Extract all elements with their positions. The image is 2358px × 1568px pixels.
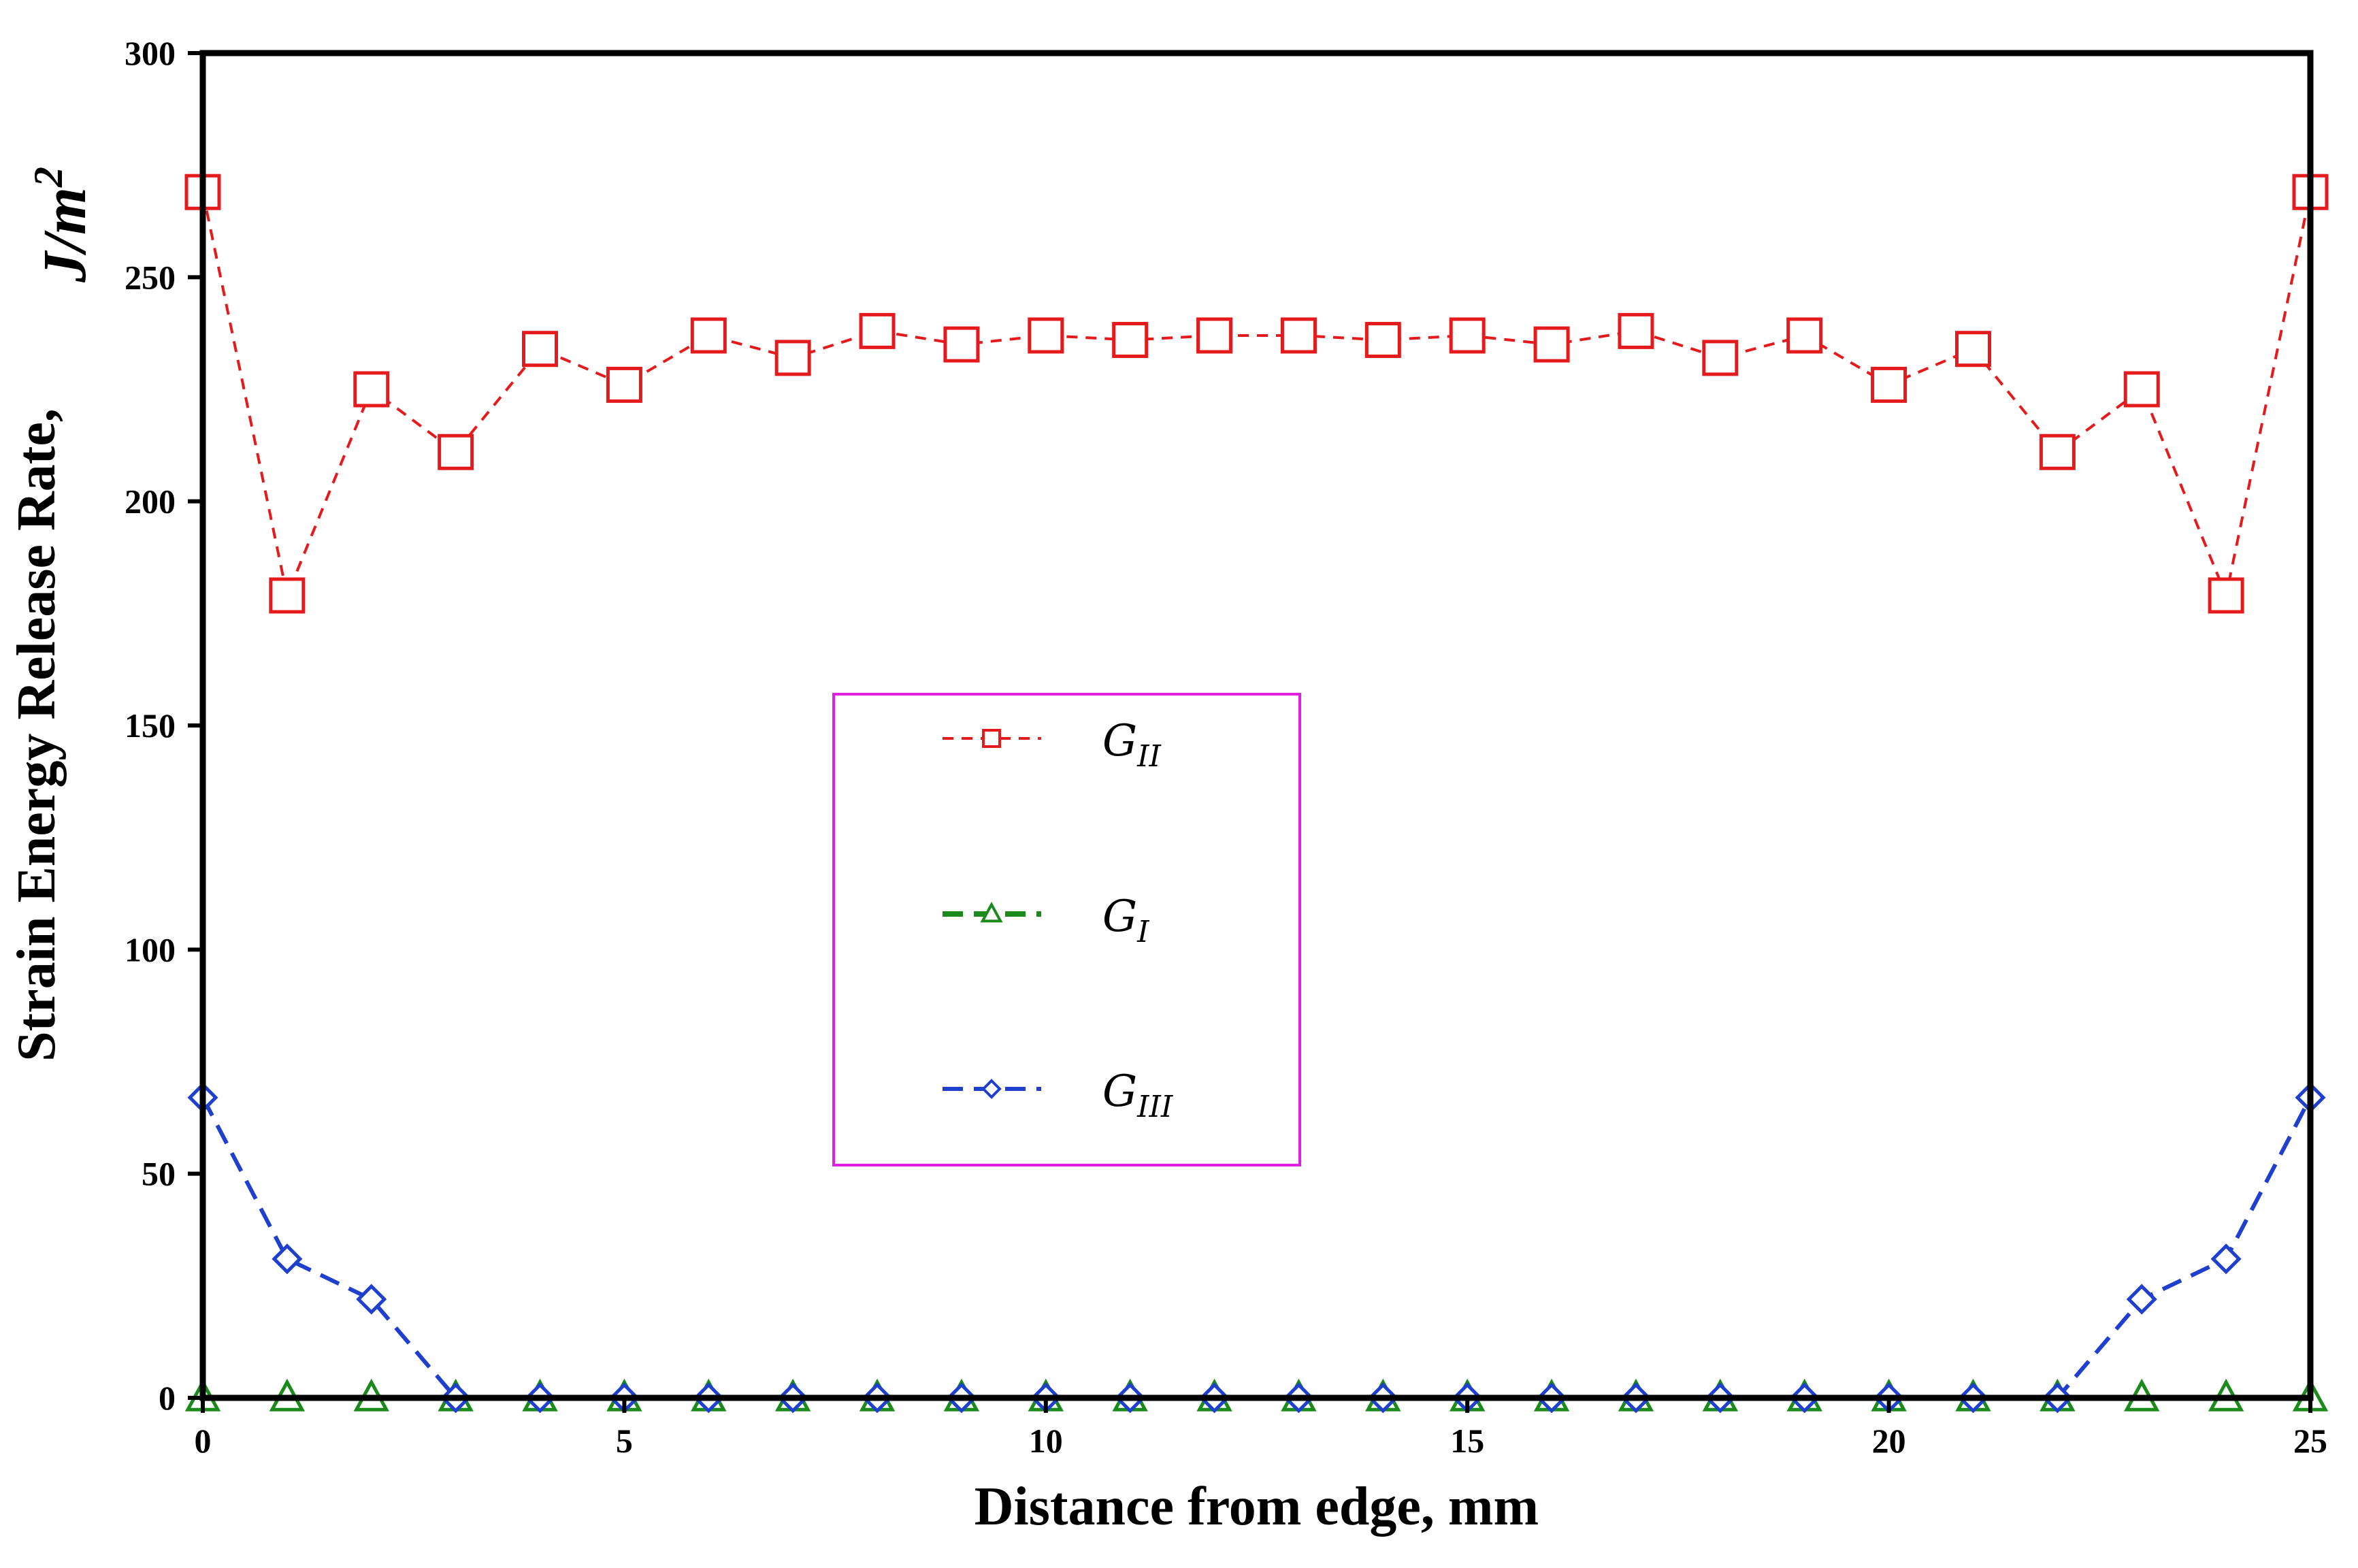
data-point-square: [1196, 317, 1233, 354]
legend-box: [832, 693, 1301, 1166]
legend-label-base: G: [1102, 892, 1137, 942]
data-point-square: [943, 326, 980, 363]
data-point-square: [2123, 371, 2160, 408]
legend-entry: GII: [943, 716, 1162, 774]
legend-label: GI: [1102, 892, 1150, 949]
data-point-square: [2039, 434, 2076, 470]
y-tick-label: 200: [125, 483, 176, 521]
data-point-square: [774, 340, 811, 376]
data-point-square: [438, 434, 474, 470]
data-point-triangle: [980, 902, 1003, 923]
x-tick-label: 20: [1872, 1422, 1906, 1460]
data-point-square: [2208, 577, 2244, 614]
y-axis-unit-exponent: 2: [26, 167, 71, 188]
data-point-diamond: [2126, 1284, 2157, 1315]
data-point-square: [1533, 326, 1570, 363]
legend-label-subscript: I: [1136, 915, 1150, 949]
y-tick-label: 50: [142, 1155, 176, 1193]
data-point-square: [606, 366, 642, 403]
data-point-diamond: [272, 1243, 303, 1275]
legend-entry: GI: [943, 892, 1150, 949]
data-point-square: [1702, 340, 1739, 376]
legend-label: GIII: [1102, 1066, 1174, 1124]
data-point-square: [1871, 366, 1907, 403]
legend-entry: GIII: [943, 1066, 1174, 1124]
legend-label: GII: [1102, 716, 1162, 774]
y-axis-unit-base: J/m: [31, 187, 99, 283]
x-tick-label: 5: [616, 1422, 633, 1460]
y-tick-label: 150: [125, 706, 176, 745]
y-tick-label: 250: [125, 258, 176, 296]
data-point-square: [1449, 317, 1486, 354]
y-tick-label: 100: [125, 930, 176, 968]
data-point-square: [1112, 322, 1149, 359]
legend-label-base: G: [1102, 1066, 1137, 1117]
data-point-square: [859, 312, 896, 349]
y-axis-title-group: Strain Energy Release Rate, J/m2: [7, 167, 99, 1062]
data-point-square: [1280, 317, 1317, 354]
y-axis-unit: J/m2: [26, 167, 99, 283]
data-point-square: [1954, 331, 1991, 368]
x-tick-label: 0: [195, 1422, 212, 1460]
y-tick-label: 0: [159, 1379, 176, 1417]
y-axis-title: Strain Energy Release Rate,: [7, 408, 67, 1062]
data-point-square: [353, 371, 390, 408]
x-tick-label: 15: [1450, 1422, 1484, 1460]
data-point-square: [690, 317, 727, 354]
data-point-square: [269, 577, 306, 614]
series-square: [184, 174, 2329, 614]
data-point-square: [1618, 312, 1654, 349]
x-tick-label: 10: [1029, 1422, 1063, 1460]
data-point-diamond: [2210, 1243, 2242, 1275]
legend-label-subscript: II: [1136, 739, 1162, 774]
data-point-square: [982, 729, 1001, 748]
data-point-square: [522, 331, 559, 368]
x-tick-label: 25: [2293, 1422, 2327, 1460]
axis-layer: 0 50 100 150 200 250 300 0 5 10 15 20 25: [125, 34, 2327, 1460]
data-point-square: [1364, 322, 1401, 359]
data-point-square: [1028, 317, 1064, 354]
legend-label-subscript: III: [1136, 1090, 1174, 1124]
data-point-diamond: [981, 1079, 1002, 1099]
data-point-diamond: [356, 1284, 387, 1315]
data-point-square: [1786, 317, 1823, 354]
y-tick-label: 300: [125, 34, 176, 72]
legend-label-base: G: [1102, 716, 1137, 766]
x-axis-title: Distance from edge, mm: [975, 1477, 1539, 1537]
